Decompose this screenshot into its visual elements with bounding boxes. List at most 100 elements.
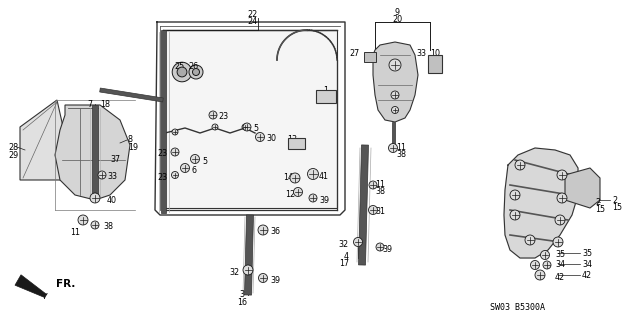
Circle shape <box>388 144 397 152</box>
Bar <box>428 55 442 73</box>
Text: 10: 10 <box>430 49 440 58</box>
Circle shape <box>98 171 106 179</box>
Circle shape <box>307 168 319 180</box>
Circle shape <box>515 160 525 170</box>
Text: 32: 32 <box>339 240 349 249</box>
Circle shape <box>553 237 563 247</box>
Circle shape <box>543 261 551 269</box>
Circle shape <box>180 164 189 173</box>
Text: 34: 34 <box>582 260 592 269</box>
Text: 33: 33 <box>416 49 426 58</box>
Text: 38: 38 <box>103 222 113 231</box>
Circle shape <box>369 181 377 189</box>
Circle shape <box>369 205 378 214</box>
Polygon shape <box>55 105 130 200</box>
Text: 39: 39 <box>270 276 280 285</box>
Polygon shape <box>358 145 369 265</box>
Text: 15: 15 <box>612 203 622 212</box>
Text: 14: 14 <box>283 173 293 182</box>
Circle shape <box>90 193 100 203</box>
Text: 42: 42 <box>582 271 592 280</box>
Text: 25: 25 <box>174 62 184 71</box>
Text: 1: 1 <box>323 86 328 95</box>
Text: 17: 17 <box>339 259 349 268</box>
Text: 41: 41 <box>319 172 329 181</box>
Circle shape <box>172 129 178 135</box>
Circle shape <box>242 124 248 130</box>
Circle shape <box>555 215 565 225</box>
Text: 18: 18 <box>100 100 110 109</box>
Text: 16: 16 <box>237 298 247 307</box>
Text: 30: 30 <box>266 134 276 143</box>
Bar <box>364 52 376 62</box>
Circle shape <box>294 188 303 197</box>
Text: 23: 23 <box>157 149 167 158</box>
Text: 35: 35 <box>555 250 565 259</box>
Polygon shape <box>20 100 75 180</box>
Circle shape <box>177 67 187 77</box>
Circle shape <box>191 154 200 164</box>
Text: 34: 34 <box>555 260 565 269</box>
Circle shape <box>243 123 251 131</box>
Circle shape <box>189 65 203 79</box>
Text: 21: 21 <box>430 56 440 65</box>
Circle shape <box>510 190 520 200</box>
Text: 23: 23 <box>218 112 228 121</box>
Circle shape <box>535 270 545 280</box>
Text: 33: 33 <box>107 172 117 181</box>
Bar <box>316 90 336 103</box>
Text: 36: 36 <box>270 227 280 236</box>
Circle shape <box>557 193 567 203</box>
Circle shape <box>391 91 399 99</box>
Text: 7: 7 <box>88 100 93 109</box>
Circle shape <box>255 132 264 142</box>
Circle shape <box>376 243 384 251</box>
Circle shape <box>172 172 179 179</box>
Circle shape <box>209 111 217 119</box>
Text: 31: 31 <box>375 207 385 216</box>
Text: 3: 3 <box>239 290 244 299</box>
Circle shape <box>290 173 300 183</box>
Polygon shape <box>163 30 337 208</box>
Circle shape <box>259 273 268 283</box>
Polygon shape <box>565 168 600 208</box>
Text: 24: 24 <box>247 17 257 26</box>
Text: 27: 27 <box>349 49 360 58</box>
Text: 6: 6 <box>192 166 197 175</box>
Circle shape <box>541 250 550 259</box>
Text: 35: 35 <box>582 249 592 258</box>
Circle shape <box>193 69 200 76</box>
Polygon shape <box>244 215 253 295</box>
Circle shape <box>172 62 192 82</box>
Circle shape <box>212 124 218 130</box>
Text: SW03 B5300A: SW03 B5300A <box>490 303 545 312</box>
Circle shape <box>557 170 567 180</box>
Polygon shape <box>100 88 163 102</box>
Text: 20: 20 <box>392 15 402 24</box>
Circle shape <box>353 238 362 247</box>
Text: FR.: FR. <box>56 279 76 289</box>
Text: 39: 39 <box>382 245 392 254</box>
Circle shape <box>309 194 317 202</box>
Text: 22: 22 <box>247 10 257 19</box>
Polygon shape <box>392 122 394 148</box>
Text: 40: 40 <box>107 196 117 205</box>
Circle shape <box>258 225 268 235</box>
Bar <box>288 138 305 149</box>
Text: 5: 5 <box>253 124 258 133</box>
Text: 11: 11 <box>375 180 385 189</box>
Text: 15: 15 <box>595 205 605 214</box>
Text: 11: 11 <box>396 143 406 152</box>
Text: 29: 29 <box>8 151 19 160</box>
Text: 2: 2 <box>612 196 617 205</box>
Circle shape <box>243 265 253 275</box>
Polygon shape <box>92 105 98 200</box>
Text: 19: 19 <box>128 143 138 152</box>
Circle shape <box>389 59 401 71</box>
Text: 13: 13 <box>287 135 297 144</box>
Circle shape <box>525 235 535 245</box>
Text: 38: 38 <box>375 187 385 196</box>
Circle shape <box>510 210 520 220</box>
Text: 4: 4 <box>344 252 349 261</box>
Text: 2: 2 <box>595 198 600 207</box>
